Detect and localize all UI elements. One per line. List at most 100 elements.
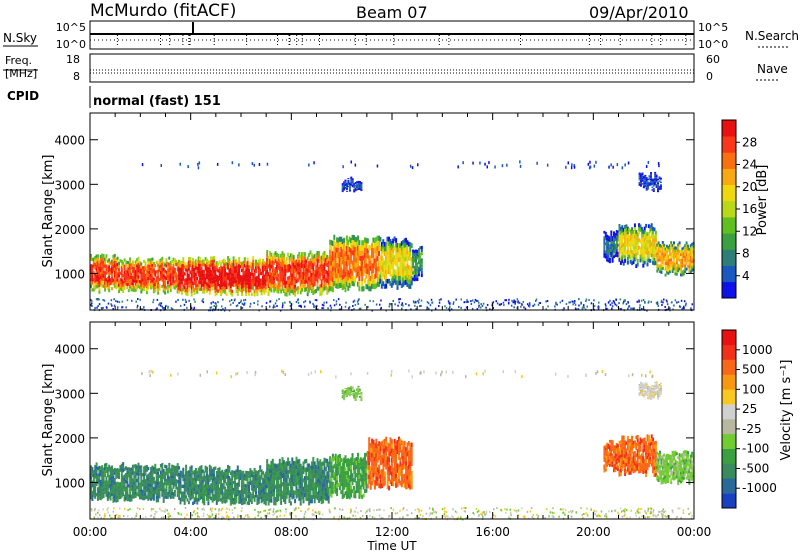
echo-cell [388, 250, 390, 256]
echo-cell [338, 262, 341, 268]
echo-cell [123, 494, 126, 499]
echo-cell [376, 276, 379, 282]
scatter-cell [112, 510, 115, 513]
echo-cell [164, 478, 167, 482]
echo-cell [196, 474, 199, 478]
echo-cell [684, 264, 687, 268]
echo-cell [148, 274, 151, 278]
echo-cell [263, 267, 266, 272]
echo-cell [327, 260, 330, 265]
echo-cell [288, 255, 291, 260]
echo-cell [194, 272, 197, 277]
echo-cell [619, 261, 622, 265]
echo-cell [111, 273, 113, 277]
echo-cell [208, 264, 211, 268]
echo-cell [305, 259, 308, 264]
scatter-cell [666, 300, 668, 303]
scatter-cell [123, 515, 125, 517]
scatter-cell [109, 514, 111, 517]
echo-cell [152, 470, 155, 474]
scatter-cell [165, 304, 167, 307]
echo-cell [194, 276, 197, 280]
echo-cell [677, 246, 680, 250]
echo-cell [357, 261, 359, 267]
echo-cell [636, 239, 639, 244]
echo-cell [109, 261, 112, 265]
echo-cell [94, 262, 97, 267]
echo-cell [308, 260, 311, 265]
echo-cell [673, 264, 675, 268]
echo-cell [108, 485, 111, 489]
echo-cell [201, 290, 204, 294]
echo-cell [231, 293, 234, 297]
echo-cell [299, 254, 302, 259]
echo-cell [192, 484, 195, 488]
echo-cell [253, 269, 256, 273]
echo-cell [164, 288, 167, 292]
echo-cell [189, 473, 192, 477]
echo-cell [231, 262, 234, 266]
echo-cell [329, 255, 332, 261]
echo-cell [105, 271, 108, 275]
echo-cell [647, 243, 650, 248]
echo-cell [337, 268, 340, 274]
echo-cell [364, 257, 366, 263]
echo-cell [280, 289, 283, 294]
echo-cell [113, 478, 116, 482]
scatter-cell [585, 298, 588, 301]
scatter-cell [453, 301, 455, 304]
echo-cell [165, 488, 168, 493]
echo-cell [357, 187, 360, 189]
echo-cell [145, 288, 148, 292]
echo-cell [141, 285, 144, 289]
echo-cell [172, 285, 175, 289]
echo-cell [147, 473, 150, 478]
scatter-cell [544, 517, 546, 520]
echo-cell [273, 252, 276, 257]
echo-cell [104, 480, 106, 484]
scatter-cell [91, 302, 93, 305]
echo-cell [116, 278, 119, 282]
echo-cell [213, 467, 215, 471]
echo-cell [640, 173, 642, 175]
sparse-cell [506, 163, 508, 167]
sparse-cell [494, 165, 496, 169]
echo-cell [185, 464, 188, 469]
echo-cell [144, 267, 147, 271]
echo-cell [141, 269, 144, 273]
scatter-cell [276, 305, 278, 307]
echo-cell [664, 250, 667, 254]
scatter-cell [121, 306, 123, 309]
echo-cell [112, 281, 115, 286]
echo-cell [136, 283, 139, 287]
echo-cell [120, 266, 123, 270]
echo-cell [643, 238, 646, 242]
echo-cell [197, 259, 200, 264]
echo-cell [130, 285, 133, 289]
echo-cell [108, 491, 111, 496]
echo-cell [400, 255, 403, 260]
echo-cell [94, 485, 97, 489]
echo-cell [159, 480, 162, 485]
echo-cell [674, 272, 677, 276]
echo-cell [344, 184, 347, 185]
echo-cell [650, 246, 653, 250]
echo-cell [213, 262, 215, 267]
echo-cell [206, 487, 208, 491]
echo-cell [245, 262, 248, 266]
echo-cell [350, 268, 353, 274]
scatter-cell [620, 307, 623, 310]
echo-cell [341, 238, 344, 244]
echo-cell [215, 488, 218, 492]
echo-cell [217, 488, 220, 492]
echo-cell [288, 259, 291, 264]
echo-cell [236, 282, 239, 286]
echo-cell [621, 244, 624, 248]
echo-cell [624, 255, 627, 259]
echo-cell [306, 284, 309, 289]
echo-cell [322, 268, 325, 273]
scatter-cell [239, 514, 241, 517]
echo-cell [104, 463, 106, 467]
scatter-cell [614, 303, 616, 306]
echo-cell [150, 258, 153, 262]
